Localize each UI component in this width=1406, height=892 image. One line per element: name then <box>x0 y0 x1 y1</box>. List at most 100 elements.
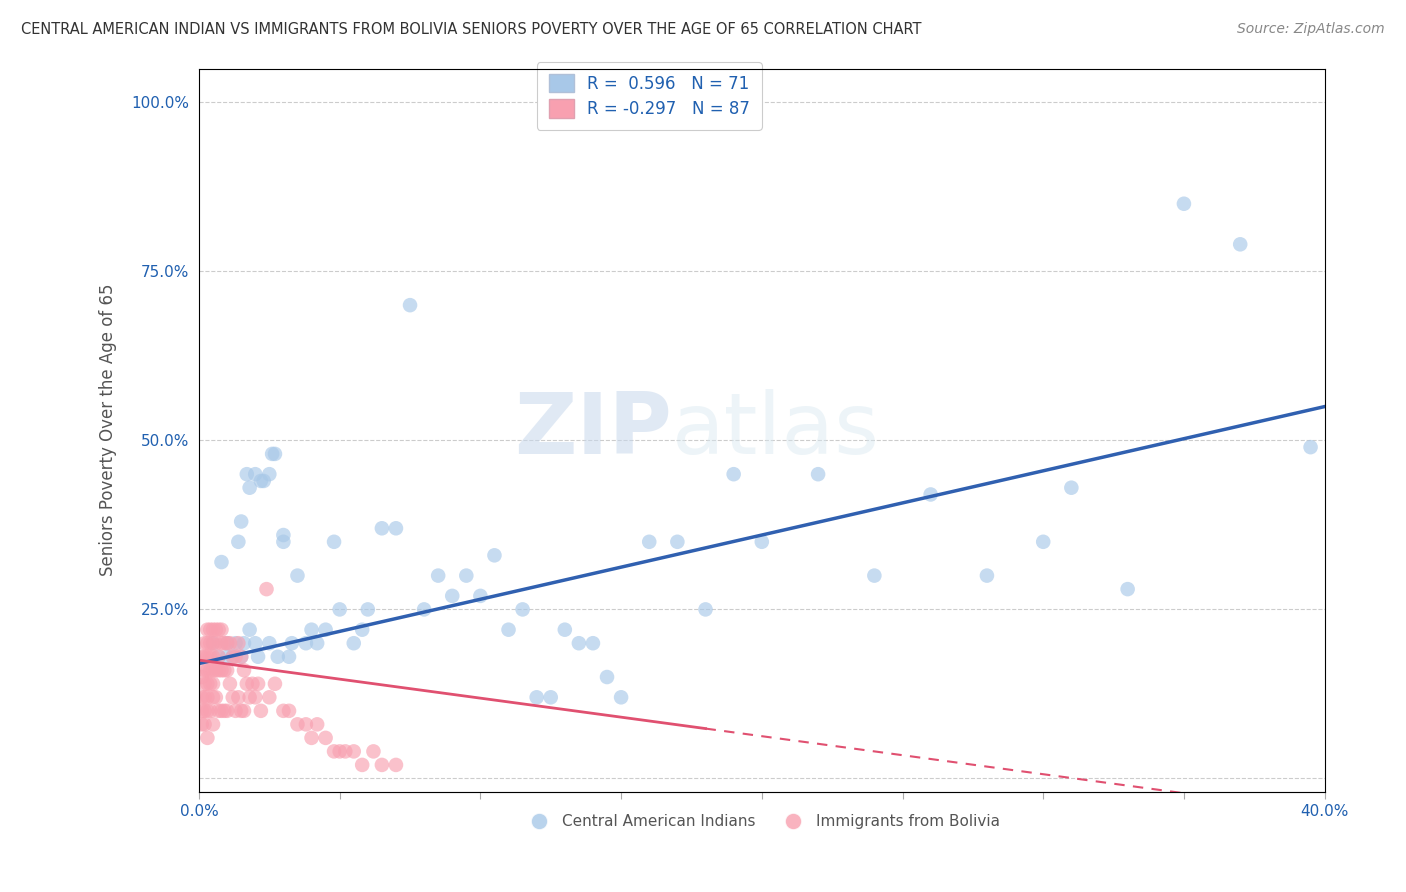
Point <box>807 467 830 482</box>
Point <box>214 663 236 677</box>
Point <box>484 549 506 563</box>
Point <box>264 447 287 461</box>
Point <box>194 636 217 650</box>
Point <box>194 717 217 731</box>
Point <box>191 690 214 705</box>
Point <box>335 744 357 758</box>
Point <box>222 649 245 664</box>
Point <box>208 623 231 637</box>
Point <box>1173 196 1195 211</box>
Point <box>329 744 352 758</box>
Point <box>385 758 408 772</box>
Point <box>231 704 253 718</box>
Point <box>259 690 281 705</box>
Point <box>228 636 250 650</box>
Point <box>202 690 225 705</box>
Point <box>225 704 247 718</box>
Point <box>307 717 329 731</box>
Point <box>315 623 337 637</box>
Point <box>259 636 281 650</box>
Point <box>202 623 225 637</box>
Point <box>329 602 352 616</box>
Point <box>191 704 214 718</box>
Point <box>666 534 689 549</box>
Point <box>1032 534 1054 549</box>
Point <box>554 623 576 637</box>
Point <box>253 474 276 488</box>
Point <box>247 649 270 664</box>
Point <box>323 534 346 549</box>
Point <box>323 744 346 758</box>
Point <box>250 474 273 488</box>
Point <box>695 602 717 616</box>
Point <box>233 636 256 650</box>
Point <box>456 568 478 582</box>
Point <box>239 690 262 705</box>
Point <box>233 704 256 718</box>
Point <box>259 467 281 482</box>
Point <box>352 758 374 772</box>
Point <box>920 487 942 501</box>
Point <box>295 717 318 731</box>
Point <box>352 623 374 637</box>
Point <box>200 704 222 718</box>
Point <box>427 568 450 582</box>
Point <box>287 568 309 582</box>
Point <box>1299 440 1322 454</box>
Point <box>610 690 633 705</box>
Point <box>399 298 422 312</box>
Point <box>239 481 262 495</box>
Point <box>278 704 301 718</box>
Point <box>217 636 239 650</box>
Point <box>242 677 264 691</box>
Point <box>281 636 304 650</box>
Point <box>191 670 214 684</box>
Point <box>197 649 219 664</box>
Point <box>194 677 217 691</box>
Point <box>863 568 886 582</box>
Point <box>202 677 225 691</box>
Point <box>217 636 239 650</box>
Point <box>202 636 225 650</box>
Text: atlas: atlas <box>672 389 880 472</box>
Legend: Central American Indians, Immigrants from Bolivia: Central American Indians, Immigrants fro… <box>517 808 1007 835</box>
Point <box>239 623 262 637</box>
Point <box>1116 582 1139 596</box>
Point <box>228 534 250 549</box>
Point <box>441 589 464 603</box>
Point <box>219 677 242 691</box>
Point <box>217 649 239 664</box>
Point <box>194 690 217 705</box>
Point <box>301 623 323 637</box>
Point <box>231 649 253 664</box>
Point <box>256 582 278 596</box>
Point <box>236 677 259 691</box>
Point <box>301 731 323 745</box>
Point <box>222 649 245 664</box>
Point <box>225 649 247 664</box>
Point <box>208 663 231 677</box>
Point <box>197 663 219 677</box>
Point <box>217 663 239 677</box>
Point <box>208 649 231 664</box>
Point <box>197 731 219 745</box>
Point <box>211 555 233 569</box>
Point <box>231 515 253 529</box>
Point <box>512 602 534 616</box>
Point <box>197 636 219 650</box>
Point <box>287 717 309 731</box>
Point <box>498 623 520 637</box>
Point <box>245 467 267 482</box>
Point <box>214 636 236 650</box>
Point <box>205 623 228 637</box>
Point <box>200 677 222 691</box>
Point <box>751 534 773 549</box>
Point <box>211 663 233 677</box>
Point <box>208 704 231 718</box>
Point <box>205 636 228 650</box>
Point <box>540 690 562 705</box>
Point <box>295 636 318 650</box>
Point <box>205 690 228 705</box>
Point <box>526 690 548 705</box>
Point <box>273 534 295 549</box>
